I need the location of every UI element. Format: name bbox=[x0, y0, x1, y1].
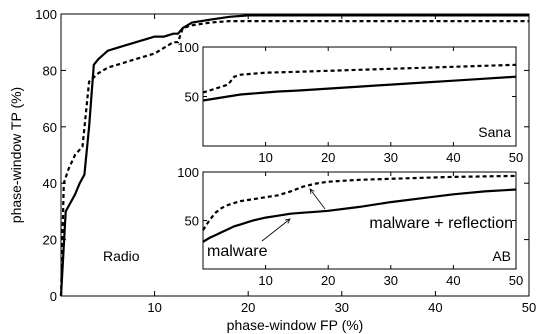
main-x-tick-label: 40 bbox=[428, 300, 442, 315]
sana-x-tick-label: 30 bbox=[384, 150, 398, 165]
main-y-tick-label: 0 bbox=[50, 289, 57, 304]
sana-x-tick-label: 40 bbox=[446, 150, 460, 165]
main-y-tick-label: 40 bbox=[43, 176, 57, 191]
main-y-tick-label: 100 bbox=[35, 7, 57, 22]
main-x-tick-label: 20 bbox=[241, 300, 255, 315]
sana-x-tick-label: 50 bbox=[509, 150, 523, 165]
main-y-tick-label: 60 bbox=[43, 120, 57, 135]
main-x-tick-label: 30 bbox=[335, 300, 349, 315]
main-series-solid-line bbox=[59, 14, 529, 297]
sana-y-tick-label: 50 bbox=[185, 90, 199, 105]
main-series-dashed-line bbox=[59, 20, 529, 297]
ab-x-tick-label: 40 bbox=[446, 273, 460, 288]
sana-x-tick-label: 20 bbox=[321, 150, 335, 165]
sana-series-dashed-line bbox=[202, 63, 517, 94]
arrow-malware-shaft bbox=[261, 218, 291, 242]
y-axis-title: phase-window TP (%) bbox=[8, 87, 24, 223]
ab-x-tick-label: 10 bbox=[258, 273, 272, 288]
ab-y-tick-label: 100 bbox=[177, 165, 199, 180]
ab-series-dashed-line bbox=[202, 174, 517, 231]
ab-panel-label: AB bbox=[492, 248, 511, 264]
arrow-malware-reflection bbox=[309, 188, 326, 210]
arrow-malware-reflection-head bbox=[309, 188, 315, 194]
ab-x-tick-label: 50 bbox=[509, 273, 523, 288]
main-y-tick-label: 80 bbox=[43, 63, 57, 78]
annotation-malware-reflection: malware + reflection bbox=[369, 215, 513, 232]
ab-y-tick-label: 50 bbox=[185, 214, 199, 229]
sana-series-solid-line bbox=[202, 75, 517, 102]
arrow-malware bbox=[261, 218, 291, 242]
annotations: malware malware + reflection bbox=[207, 188, 513, 260]
x-axis-title: phase-window FP (%) bbox=[227, 317, 364, 333]
arrow-malware-head bbox=[285, 218, 291, 224]
main-x-tick-label: 10 bbox=[147, 300, 161, 315]
sana-panel-label: Sana bbox=[478, 124, 511, 140]
ab-x-tick-label: 30 bbox=[384, 273, 398, 288]
inset-plot-sana: 10 20 30 40 50 50 100 Sana bbox=[177, 40, 523, 165]
main-x-tick-label: 50 bbox=[522, 300, 536, 315]
arrow-malware-reflection-shaft bbox=[309, 188, 326, 210]
annotation-malware: malware bbox=[207, 243, 268, 260]
sana-y-tick-label: 100 bbox=[177, 40, 199, 55]
main-panel-label: Radio bbox=[103, 248, 140, 264]
ab-x-tick-label: 20 bbox=[321, 273, 335, 288]
main-y-tick-label: 20 bbox=[43, 233, 57, 248]
sana-x-tick-label: 10 bbox=[258, 150, 272, 165]
inset-plot-ab: 10 20 30 40 50 50 100 AB bbox=[177, 165, 523, 288]
ab-series-solid-line bbox=[202, 188, 517, 243]
sana-frame bbox=[202, 46, 517, 147]
